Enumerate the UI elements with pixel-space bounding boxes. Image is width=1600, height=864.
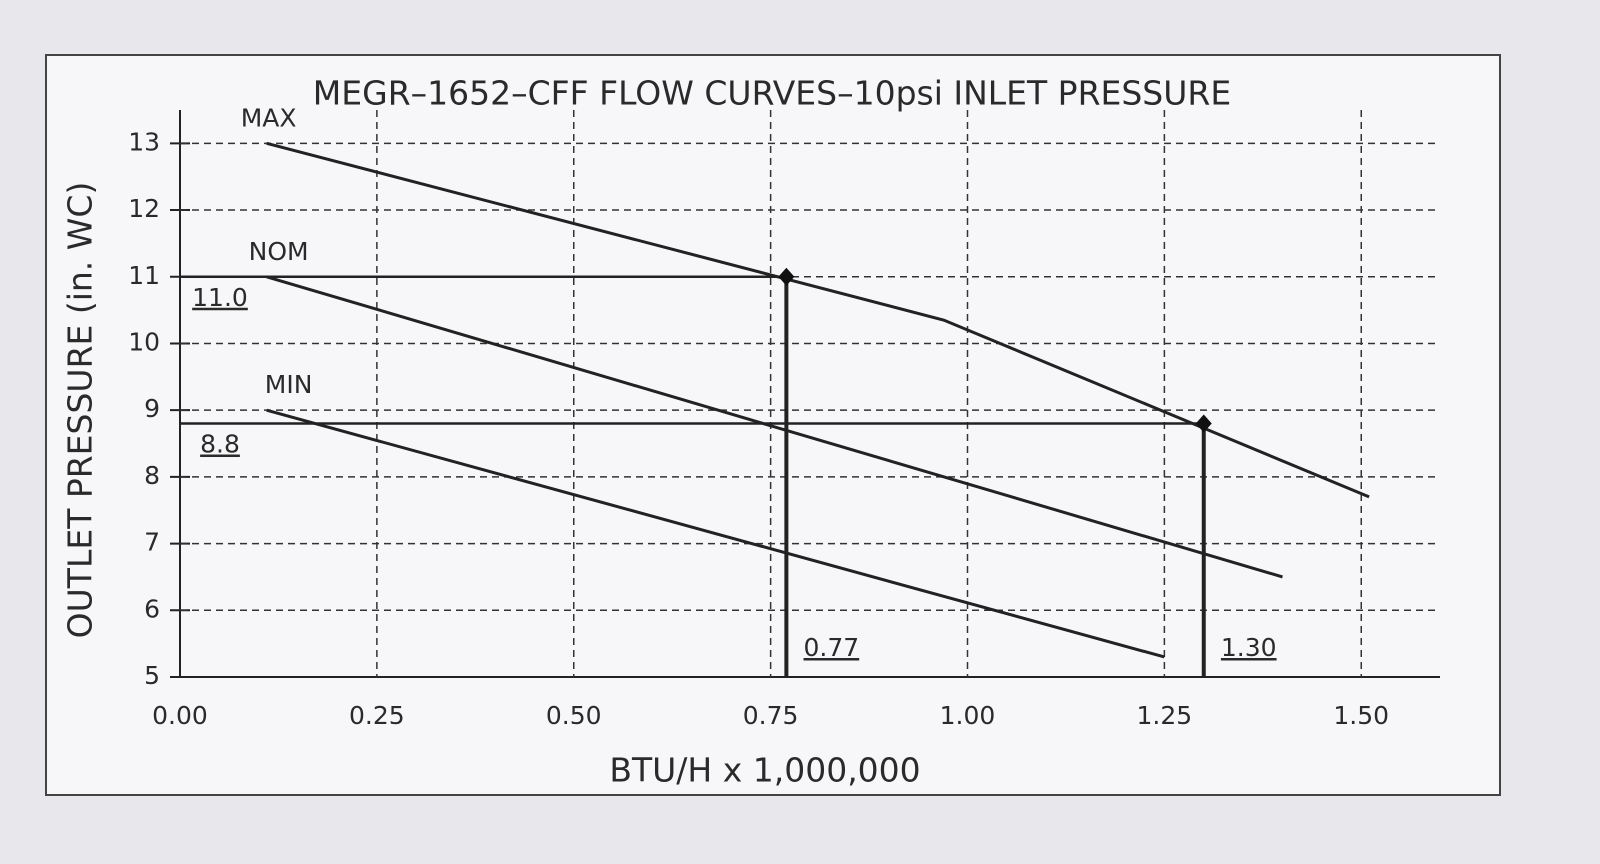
reference-x-label: 1.30 <box>1221 633 1277 662</box>
x-tick-label: 1.00 <box>940 701 996 730</box>
y-tick-label: 6 <box>144 594 160 623</box>
series-line <box>266 141 1370 499</box>
series-line <box>266 408 1165 659</box>
x-axis-title: BTU/H x 1,000,000 <box>609 751 920 790</box>
x-tick-label: 1.25 <box>1137 701 1193 730</box>
x-tick-label: 0.00 <box>152 701 208 730</box>
reference-point <box>778 267 795 286</box>
y-tick-label: 13 <box>128 127 160 156</box>
reference-point <box>1195 414 1212 433</box>
x-tick-label: 1.50 <box>1333 701 1389 730</box>
series-label: MAX <box>241 103 297 132</box>
reference-x-label: 0.77 <box>804 633 860 662</box>
y-axis-title: OUTLET PRESSURE (in. WC) <box>61 182 100 639</box>
chart-title: MEGR–1652–CFF FLOW CURVES–10psi INLET PR… <box>313 74 1231 113</box>
y-tick-label: 9 <box>144 394 160 423</box>
series-line <box>266 275 1283 579</box>
reference-y-label: 11.0 <box>192 283 248 312</box>
x-tick-label: 0.75 <box>743 701 799 730</box>
y-tick-label: 11 <box>128 261 160 290</box>
reference-y-label: 8.8 <box>200 430 240 459</box>
y-tick-label: 5 <box>144 661 160 690</box>
series-label: MIN <box>265 370 313 399</box>
y-tick-label: 12 <box>128 194 160 223</box>
y-tick-label: 10 <box>128 327 160 356</box>
x-tick-label: 0.25 <box>349 701 405 730</box>
y-tick-label: 7 <box>144 528 160 557</box>
x-tick-label: 0.50 <box>546 701 602 730</box>
y-tick-label: 8 <box>144 461 160 490</box>
series-label: NOM <box>249 237 309 266</box>
